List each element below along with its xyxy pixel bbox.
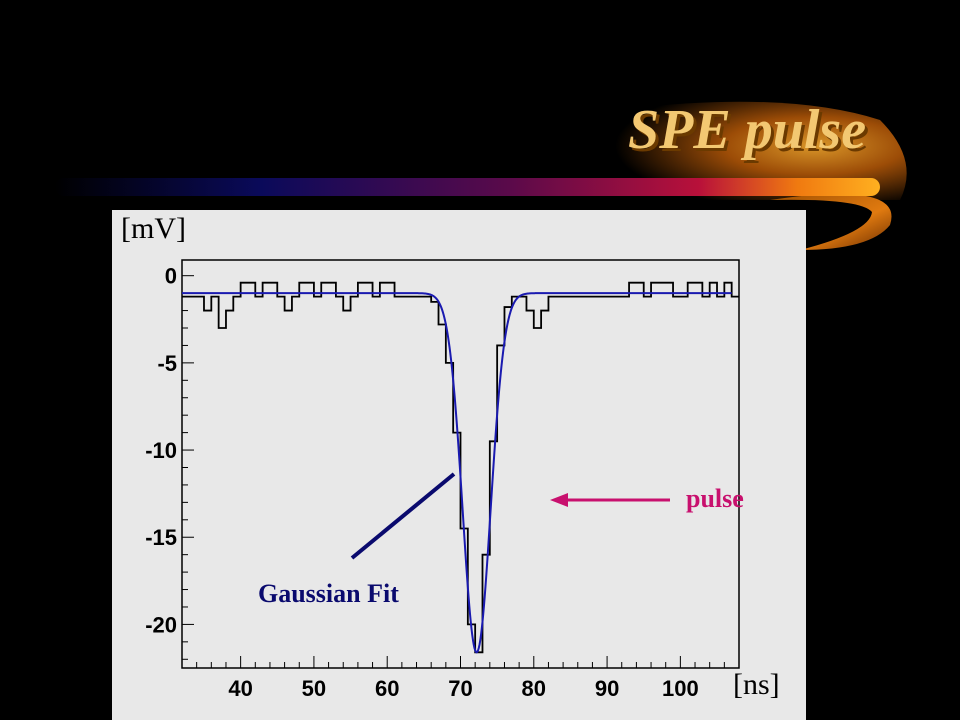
y-tick-label: -15 bbox=[145, 525, 177, 550]
gaussian-fit-arrow bbox=[350, 472, 456, 560]
x-tick-label: 50 bbox=[302, 676, 326, 701]
x-tick-label: 70 bbox=[448, 676, 472, 701]
y-axis-ticks: 0 -5 -10 -15 -20 bbox=[145, 264, 194, 660]
x-axis-label: [ns] bbox=[733, 668, 780, 701]
y-tick-label: 0 bbox=[165, 264, 177, 289]
y-tick-label: -5 bbox=[157, 351, 177, 376]
y-tick-label: -10 bbox=[145, 438, 177, 463]
x-tick-label: 80 bbox=[522, 676, 546, 701]
x-tick-label: 40 bbox=[228, 676, 252, 701]
y-axis-label: [mV] bbox=[121, 212, 186, 245]
slide-title: SPE pulse bbox=[628, 99, 867, 161]
title-glow bbox=[600, 101, 907, 200]
swoosh-curve bbox=[770, 193, 892, 250]
gaussian-fit-series-line bbox=[182, 292, 732, 654]
x-tick-label: 100 bbox=[662, 676, 699, 701]
gaussian-fit-label: Gaussian Fit bbox=[258, 579, 399, 608]
pulse-arrow-head bbox=[550, 493, 568, 507]
pulse-series-line bbox=[182, 281, 739, 654]
x-tick-label: 90 bbox=[595, 676, 619, 701]
x-axis-ticks: 40 50 60 70 80 90 100 bbox=[196, 656, 740, 701]
gradient-bar bbox=[55, 178, 880, 196]
series-group bbox=[182, 281, 739, 654]
y-tick-label: -20 bbox=[145, 612, 177, 637]
pulse-label: pulse bbox=[686, 484, 744, 513]
x-tick-label: 60 bbox=[375, 676, 399, 701]
